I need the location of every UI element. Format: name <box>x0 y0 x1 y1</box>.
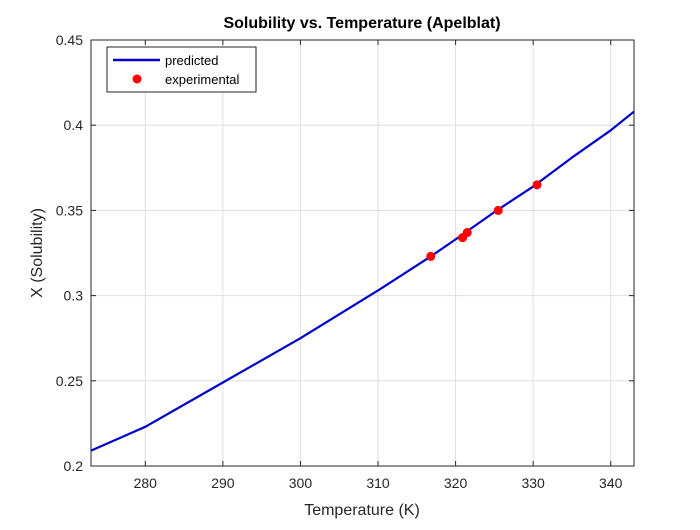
series-layer <box>90 110 635 452</box>
y-tick-label: 0.25 <box>56 373 83 389</box>
y-tick-label: 0.3 <box>64 288 84 304</box>
legend-marker-swatch <box>132 74 142 84</box>
x-tick-label: 290 <box>211 475 235 491</box>
x-tick-label: 300 <box>289 475 313 491</box>
x-tick-label: 320 <box>444 475 468 491</box>
x-tick-label: 340 <box>599 475 623 491</box>
legend-box <box>106 46 257 93</box>
legend-entry-experimental: experimental <box>165 72 240 87</box>
y-tick-label: 0.2 <box>64 458 84 474</box>
axis-ticks: 280 290 300 310 320 330 340 0.2 0.25 0.3 0.35 0.4 0.… <box>56 32 634 491</box>
plot-background <box>91 40 634 466</box>
x-axis-label: Temperature (K) <box>304 502 420 519</box>
legend-entry-predicted: predicted <box>165 53 218 68</box>
x-tick-label: 310 <box>366 475 390 491</box>
chart-title: Solubility vs. Temperature (Apelblat) <box>223 15 500 32</box>
x-tick-label: 280 <box>134 475 158 491</box>
y-axis-label: X (Solubility) <box>29 208 46 298</box>
data-point-experimental <box>532 180 542 190</box>
legend: predicted experimental <box>106 46 257 93</box>
data-point-experimental <box>493 205 503 215</box>
x-tick-label: 330 <box>521 475 545 491</box>
data-point-experimental <box>426 251 436 261</box>
y-tick-label: 0.35 <box>56 202 83 218</box>
series-line-predicted <box>90 110 635 452</box>
plot-frame <box>90 39 635 467</box>
y-tick-label: 0.45 <box>56 32 83 48</box>
data-point-experimental <box>462 228 472 238</box>
y-tick-label: 0.4 <box>64 117 84 133</box>
